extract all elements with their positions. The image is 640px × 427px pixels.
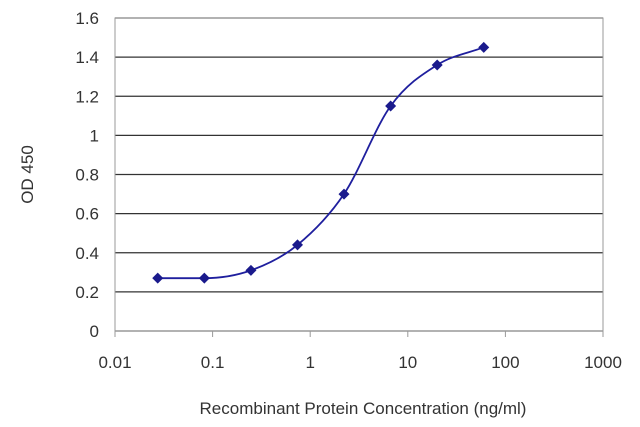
x-axis-title: Recombinant Protein Concentration (ng/ml… — [200, 399, 527, 418]
y-tick-label: 1.6 — [75, 9, 99, 28]
y-tick-label: 1 — [90, 126, 99, 145]
x-tick-label: 1 — [305, 353, 314, 372]
data-point — [198, 272, 210, 284]
data-point — [338, 188, 350, 200]
data-point — [291, 239, 303, 251]
y-axis-tick-labels: 0 0.2 0.4 0.6 0.8 1 1.2 1.4 1.6 — [75, 9, 99, 341]
y-tick-label: 0.2 — [75, 283, 99, 302]
y-tick-label: 1.2 — [75, 87, 99, 106]
x-tick-label: 0.1 — [201, 353, 225, 372]
x-tick-label: 1000 — [584, 353, 622, 372]
data-point — [478, 41, 490, 53]
data-point — [245, 264, 257, 276]
data-point — [385, 100, 397, 112]
data-point — [431, 59, 443, 71]
y-tick-label: 0.6 — [75, 205, 99, 224]
y-tick-label: 0.8 — [75, 166, 99, 185]
y-tick-label: 0 — [90, 322, 99, 341]
data-point — [152, 272, 164, 284]
y-tick-label: 0.4 — [75, 244, 99, 263]
x-tick-label: 10 — [398, 353, 417, 372]
fit-curve — [157, 46, 485, 280]
y-tick-label: 1.4 — [75, 48, 99, 67]
data-markers — [152, 41, 490, 284]
x-axis-tick-labels: 0.01 0.1 1 10 100 1000 — [98, 331, 622, 372]
plot-border — [114, 17, 604, 332]
x-tick-label: 0.01 — [98, 353, 131, 372]
x-tick-label: 100 — [491, 353, 519, 372]
y-axis-title: OD 450 — [18, 145, 37, 204]
